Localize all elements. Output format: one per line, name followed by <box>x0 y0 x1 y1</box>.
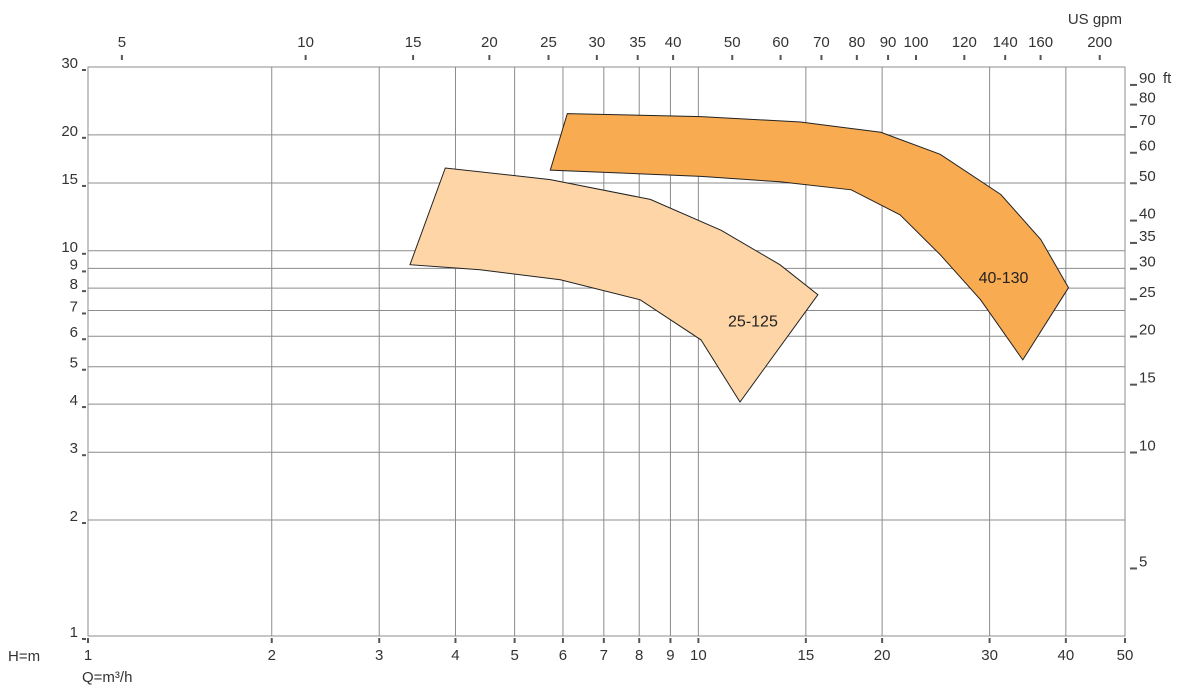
x-tick-label: 30 <box>981 647 998 664</box>
region <box>409 167 819 403</box>
x2-tick-label: 10 <box>297 34 314 51</box>
y2-tick-label: 15 <box>1139 370 1156 387</box>
y-tick-label: 5 <box>70 355 78 372</box>
y-tick-label: 1 <box>70 624 78 641</box>
regions: 25-125 40-130 <box>409 113 1070 403</box>
x-tick-label: 6 <box>559 647 567 664</box>
x2-tick-label: 40 <box>665 34 682 51</box>
x-tick-label: 9 <box>666 647 674 664</box>
x2-tick-label: 30 <box>589 34 606 51</box>
x2-tick-label: 25 <box>540 34 557 51</box>
y-tick-label: 15 <box>61 171 78 188</box>
y2-tick-label: 10 <box>1139 437 1156 454</box>
y2-tick-label: 30 <box>1139 254 1156 271</box>
x-tick-label: 4 <box>451 647 459 664</box>
y2-tick-label: 5 <box>1139 553 1147 570</box>
y2-tick-label: 35 <box>1139 228 1156 245</box>
x2-tick-label: 120 <box>952 34 977 51</box>
x2-tick-label: 15 <box>405 34 422 51</box>
x2-tick-label: 80 <box>849 34 866 51</box>
plot-frame <box>87 66 1126 637</box>
x2-tick-label: 160 <box>1028 34 1053 51</box>
x-tick-label: 8 <box>635 647 643 664</box>
y2-tick-label: 25 <box>1139 284 1156 301</box>
x2-tick-label: 35 <box>629 34 646 51</box>
x2-axis-label: US gpm <box>1068 11 1122 28</box>
y2-tick-label: 90 <box>1139 70 1156 87</box>
y-axis-label: H=m <box>8 648 40 665</box>
y-tick-label: 9 <box>70 256 78 273</box>
x2-tick-label: 60 <box>772 34 789 51</box>
y-tick-label: 20 <box>61 123 78 140</box>
y2-tick-label: 20 <box>1139 322 1156 339</box>
x-tick-label: 10 <box>690 647 707 664</box>
x2-tick-label: 100 <box>903 34 928 51</box>
x2-tick-label: 200 <box>1087 34 1112 51</box>
x-tick-label: 7 <box>600 647 608 664</box>
y2-axis-label: ft <box>1163 70 1172 87</box>
y-tick-label: 2 <box>70 508 78 525</box>
region-label: 40-130 <box>979 270 1029 287</box>
x2-tick-label: 90 <box>880 34 897 51</box>
y2-tick-label: 70 <box>1139 112 1156 129</box>
y-tick-label: 30 <box>61 55 78 72</box>
x-tick-label: 40 <box>1058 647 1075 664</box>
x2-tick-label: 50 <box>724 34 741 51</box>
x2-tick-label: 20 <box>481 34 498 51</box>
y-tick-label: 4 <box>70 392 78 409</box>
x-axis-label: Q=m³/h <box>82 669 132 686</box>
y2-tick-label: 40 <box>1139 206 1156 223</box>
y-tick-label: 3 <box>70 440 78 457</box>
y2-tick-label: 50 <box>1139 168 1156 185</box>
x-tick-label: 5 <box>510 647 518 664</box>
y2-tick-label: 80 <box>1139 90 1156 107</box>
x2-tick-label: 140 <box>993 34 1018 51</box>
y-tick-label: 8 <box>70 276 78 293</box>
x-tick-label: 2 <box>268 647 276 664</box>
x-tick-label: 15 <box>798 647 815 664</box>
y-tick-label: 6 <box>70 324 78 341</box>
y-tick-label: 10 <box>61 239 78 256</box>
x-tick-label: 20 <box>874 647 891 664</box>
region-label: 25-125 <box>728 314 778 331</box>
x2-tick-label: 70 <box>813 34 830 51</box>
y-tick-label: 7 <box>70 298 78 315</box>
y2-tick-label: 60 <box>1139 138 1156 155</box>
region <box>549 113 1070 361</box>
x-tick-label: 50 <box>1117 647 1134 664</box>
x2-tick-label: 5 <box>118 34 126 51</box>
x-tick-label: 1 <box>84 647 92 664</box>
x-tick-label: 3 <box>375 647 383 664</box>
